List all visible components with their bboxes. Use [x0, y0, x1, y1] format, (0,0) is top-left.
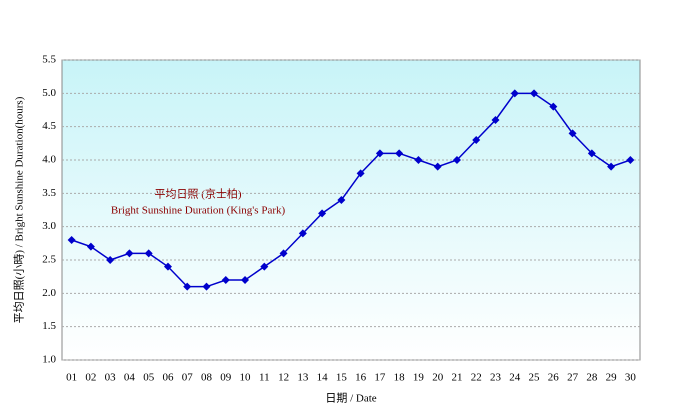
x-tick-label: 20 — [432, 372, 444, 384]
x-tick-label: 15 — [336, 372, 348, 384]
y-tick-label: 3.5 — [42, 187, 56, 199]
plot-area — [61, 59, 641, 361]
point — [510, 89, 519, 98]
point — [298, 229, 307, 238]
x-tick-label: 01 — [66, 372, 77, 384]
point — [241, 276, 250, 284]
point — [125, 249, 134, 258]
y-axis-label: 平均日照(小時) / Bright Sunshine Duration(hour… — [13, 96, 26, 323]
x-tick-label: 09 — [220, 372, 232, 384]
y-tick-label: 2.0 — [42, 287, 56, 299]
point — [491, 116, 500, 124]
x-tick-label: 03 — [105, 372, 117, 384]
annotation: Bright Sunshine Duration (King's Park) — [111, 205, 286, 217]
point — [318, 209, 327, 218]
y-tick-label: 1.0 — [42, 354, 56, 366]
point — [86, 242, 95, 251]
x-tick-label: 06 — [162, 372, 174, 384]
point — [587, 149, 596, 158]
x-tick-label: 22 — [471, 372, 482, 384]
point — [375, 149, 384, 158]
point — [221, 276, 230, 284]
point — [163, 262, 172, 271]
x-tick-label: 30 — [625, 372, 637, 384]
x-tick-label: 02 — [85, 372, 96, 384]
y-tick-label: 5.5 — [42, 54, 56, 66]
x-tick-label: 18 — [394, 372, 406, 384]
point — [472, 136, 481, 144]
line — [71, 92, 631, 288]
x-tick-label: 26 — [548, 372, 560, 384]
x-tick-label: 05 — [143, 372, 155, 384]
x-tick-label: 21 — [451, 372, 462, 384]
x-tick-label: 17 — [374, 372, 386, 384]
y-tick-label: 4.5 — [42, 120, 56, 132]
x-tick-label: 12 — [278, 372, 289, 384]
point — [395, 149, 404, 158]
x-tick-label: 08 — [201, 372, 213, 384]
x-tick-label: 10 — [240, 372, 252, 384]
x-tick-label: 14 — [317, 372, 329, 384]
x-tick-label: 07 — [182, 372, 194, 384]
point — [414, 156, 423, 164]
x-axis-label: 日期 / Date — [325, 392, 376, 405]
point — [549, 102, 558, 111]
point — [260, 262, 269, 271]
point — [626, 156, 635, 164]
x-tick-label: 19 — [413, 372, 425, 384]
x-tick-label: 27 — [567, 372, 579, 384]
point — [183, 282, 192, 291]
point — [433, 162, 442, 171]
point — [337, 196, 346, 204]
x-tick-label: 24 — [509, 372, 521, 384]
x-tick-label: 28 — [586, 372, 598, 384]
point — [452, 156, 461, 164]
point — [144, 249, 153, 258]
point — [356, 169, 365, 178]
x-tick-label: 11 — [259, 372, 270, 384]
y-tick-label: 3.0 — [42, 220, 56, 232]
point — [607, 162, 616, 171]
x-tick-label: 16 — [355, 372, 367, 384]
point — [106, 256, 115, 264]
point — [568, 129, 577, 138]
x-tick-label: 25 — [529, 372, 541, 384]
y-tick-label: 1.5 — [42, 320, 56, 332]
y-tick-label: 5.0 — [42, 87, 56, 99]
y-tick-label: 2.5 — [42, 254, 56, 266]
point — [530, 89, 539, 98]
y-tick-label: 4.0 — [42, 154, 56, 166]
x-tick-label: 04 — [124, 372, 136, 384]
point — [279, 249, 288, 258]
point — [67, 236, 76, 244]
x-tick-label: 29 — [606, 372, 618, 384]
x-tick-label: 23 — [490, 372, 502, 384]
point — [202, 282, 211, 291]
x-tick-label: 13 — [297, 372, 309, 384]
